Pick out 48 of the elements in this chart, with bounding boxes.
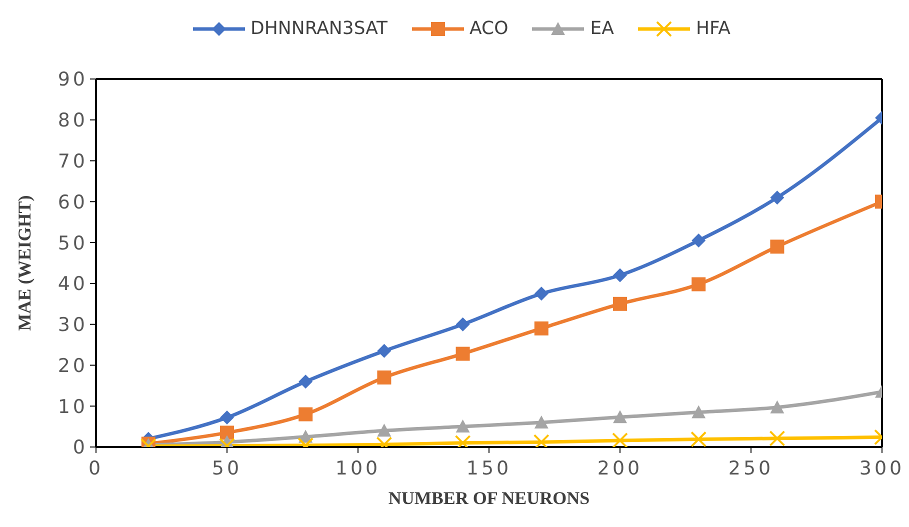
point [220,410,234,425]
legend-label: EA [590,18,614,39]
point [298,374,313,389]
point [613,296,627,311]
x-tick-label: 200 [597,457,643,480]
point [692,277,706,292]
point [456,420,470,433]
point [534,415,548,428]
point [534,321,548,336]
point [613,268,627,282]
point [377,424,392,437]
y-tick-label: 80 [58,110,88,132]
point [770,190,784,205]
point [534,286,548,301]
y-tick-label: 30 [58,314,88,336]
legend-label: HFA [696,18,730,39]
x-tick-label: 250 [728,457,774,480]
point [377,344,392,358]
x-tick-label: 0 [88,457,104,480]
x-tick-label: 50 [212,457,242,480]
y-tick-label: 20 [58,354,88,377]
y-tick-label: 70 [58,150,88,173]
x-axis-title: NUMBER OF NEURONS [388,488,590,508]
point [770,240,784,254]
y-axis-title: MAE (WEIGHT) [14,195,34,331]
point [692,234,706,248]
y-tick-label: 40 [58,273,88,296]
point [769,430,786,446]
point [690,431,707,447]
y-tick-label: 10 [58,396,88,418]
point [220,426,234,440]
x-tick-label: 150 [466,457,512,480]
legend-label: DHNNRAN3SAT [250,18,388,39]
y-tick-label: 90 [58,68,88,91]
point [377,370,392,384]
point [612,432,628,447]
legend-label: ACO [470,18,508,39]
point [456,346,470,361]
point [613,410,627,424]
point [770,400,784,414]
y-tick-label: 50 [58,232,88,254]
x-tick-label: 100 [335,457,381,480]
y-tick-label: 60 [58,191,88,214]
point [298,407,313,422]
point [456,317,470,332]
y-tick-label: 0 [72,436,88,459]
x-tick-label: 300 [859,457,905,480]
point [692,405,706,418]
